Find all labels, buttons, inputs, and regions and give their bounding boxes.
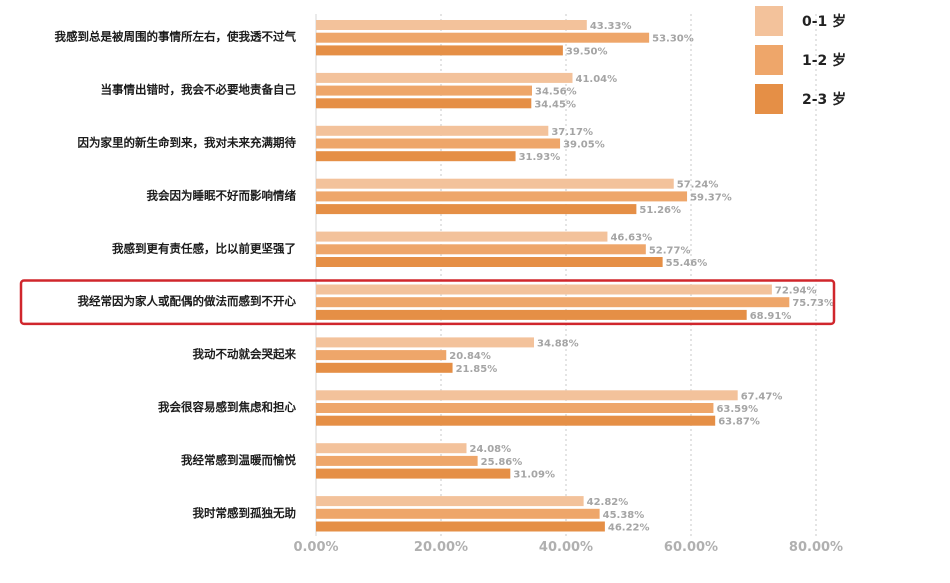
category-label: 我会因为睡眠不好而影响情绪 xyxy=(147,188,297,202)
bar xyxy=(316,390,738,401)
bar-value-label: 39.50% xyxy=(566,46,608,57)
bar-value-label: 34.45% xyxy=(534,99,576,110)
bar xyxy=(316,85,532,96)
bar-value-label: 63.59% xyxy=(716,404,758,415)
bar xyxy=(316,521,605,532)
bar-value-label: 46.22% xyxy=(608,523,650,534)
bar-value-label: 46.63% xyxy=(610,233,652,244)
category-label: 我会很容易感到焦虑和担心 xyxy=(158,400,296,414)
category-label: 我动不动就会哭起来 xyxy=(193,347,297,361)
bar xyxy=(316,415,716,426)
bar xyxy=(316,403,714,413)
bar-value-label: 63.87% xyxy=(718,417,760,428)
bar-value-label: 52.77% xyxy=(649,245,691,256)
bar-value-label: 24.08% xyxy=(470,444,512,455)
bar-value-label: 25.86% xyxy=(481,457,523,468)
bar xyxy=(316,204,637,215)
bar-value-label: 55.46% xyxy=(666,258,708,269)
bar-value-label: 72.94% xyxy=(775,286,817,297)
bar xyxy=(316,508,600,519)
bar xyxy=(316,257,663,267)
bar xyxy=(316,455,478,466)
bar-value-label: 59.37% xyxy=(690,192,732,203)
bar xyxy=(316,72,573,83)
bar xyxy=(316,32,650,43)
bar xyxy=(316,178,674,189)
bar xyxy=(316,191,688,202)
bar xyxy=(316,125,549,136)
bar xyxy=(316,337,534,348)
bar xyxy=(316,297,790,308)
x-tick-label: 20.00% xyxy=(414,540,468,555)
bar-value-label: 37.17% xyxy=(551,127,593,138)
category-label: 我感到更有责任感，比以前更坚强了 xyxy=(112,241,296,255)
bar xyxy=(316,362,453,373)
bar-value-label: 41.04% xyxy=(576,74,618,85)
legend-swatch xyxy=(755,84,783,114)
bar xyxy=(316,231,608,242)
legend-swatch xyxy=(755,45,783,75)
bar-value-label: 51.26% xyxy=(639,205,681,216)
bar-value-label: 45.38% xyxy=(603,510,645,521)
bar-value-label: 31.09% xyxy=(513,470,555,481)
bar-value-label: 39.05% xyxy=(563,140,605,151)
category-label: 我感到总是被周围的事情所左右，使我透不过气 xyxy=(55,30,297,44)
category-label: 我经常因为家人或配偶的做法而感到不开心 xyxy=(78,294,297,308)
category-label: 因为家里的新生命到来，我对未来充满期待 xyxy=(78,136,297,150)
legend-label: 1-2 岁 xyxy=(802,52,846,69)
bar-value-label: 42.82% xyxy=(587,497,629,508)
category-label: 我时常感到孤独无助 xyxy=(193,506,297,520)
bar-value-label: 57.24% xyxy=(677,180,719,191)
bar-value-label: 21.85% xyxy=(456,364,498,375)
x-tick-label: 80.00% xyxy=(789,540,843,555)
x-tick-label: 40.00% xyxy=(539,540,593,555)
legend-label: 2-3 岁 xyxy=(802,91,846,108)
bar xyxy=(316,309,747,320)
highlight-box xyxy=(19,279,836,326)
bar xyxy=(316,284,772,295)
bar-value-label: 34.56% xyxy=(535,87,577,98)
bar-value-label: 67.47% xyxy=(741,391,783,402)
legend-swatch xyxy=(755,6,783,36)
bar-value-label: 68.91% xyxy=(750,311,792,322)
bar-value-label: 53.30% xyxy=(652,34,694,45)
bar xyxy=(316,350,447,361)
bar xyxy=(316,443,467,454)
bar-value-label: 43.33% xyxy=(590,21,632,32)
bar xyxy=(316,468,511,479)
bar-value-label: 31.93% xyxy=(519,152,561,163)
bar xyxy=(316,98,532,109)
bar xyxy=(316,151,516,162)
bar-value-label: 20.84% xyxy=(449,351,491,362)
bar-value-label: 34.88% xyxy=(537,338,579,349)
bar xyxy=(316,244,646,255)
bar xyxy=(316,20,587,30)
category-label: 我经常感到温暖而愉悦 xyxy=(181,453,296,467)
bar xyxy=(316,496,584,507)
x-tick-label: 60.00% xyxy=(664,540,718,555)
category-label: 当事情出错时，我会不必要地责备自己 xyxy=(101,83,297,97)
x-tick-label: 0.00% xyxy=(293,540,338,555)
bar-value-label: 75.73% xyxy=(792,298,834,309)
legend-label: 0-1 岁 xyxy=(802,13,846,30)
bar xyxy=(316,138,561,149)
bar xyxy=(316,45,563,56)
